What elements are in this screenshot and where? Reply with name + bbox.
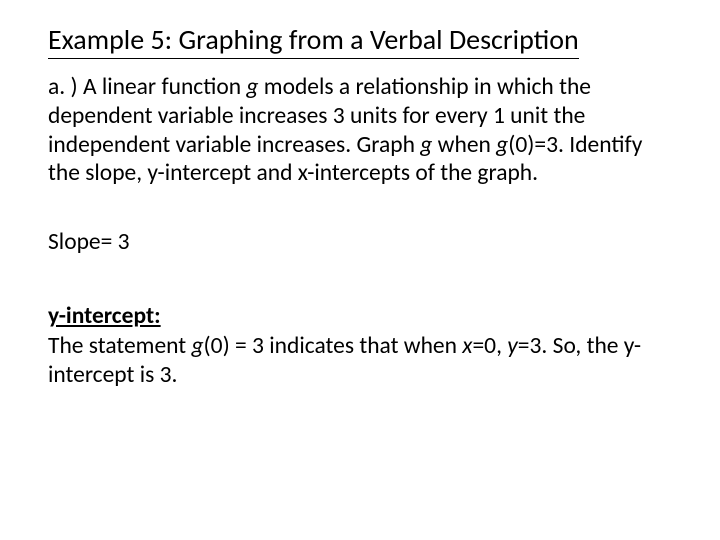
slope-line: Slope= 3 xyxy=(48,228,672,256)
yint-prefix: The statement xyxy=(48,332,191,360)
slide: Example 5: Graphing from a Verbal Descri… xyxy=(0,0,720,540)
slide-title: Example 5: Graphing from a Verbal Descri… xyxy=(48,24,579,59)
var-g: g xyxy=(420,131,432,159)
problem-text: a. ) A linear function g models a relati… xyxy=(48,73,672,188)
var-g: g xyxy=(496,131,508,159)
problem-prefix: a. ) A linear function xyxy=(48,73,246,101)
var-g: g xyxy=(191,332,203,360)
problem-mid2: when xyxy=(432,131,496,159)
y-intercept-heading: y-intercept: xyxy=(48,302,672,330)
yint-mid2: =0, xyxy=(472,332,507,360)
var-x: x xyxy=(462,332,472,360)
yint-mid1: (0) = 3 indicates that when xyxy=(204,332,463,360)
var-y: y xyxy=(507,332,518,360)
y-intercept-body: The statement g(0) = 3 indicates that wh… xyxy=(48,332,672,389)
var-g: g xyxy=(246,73,258,101)
